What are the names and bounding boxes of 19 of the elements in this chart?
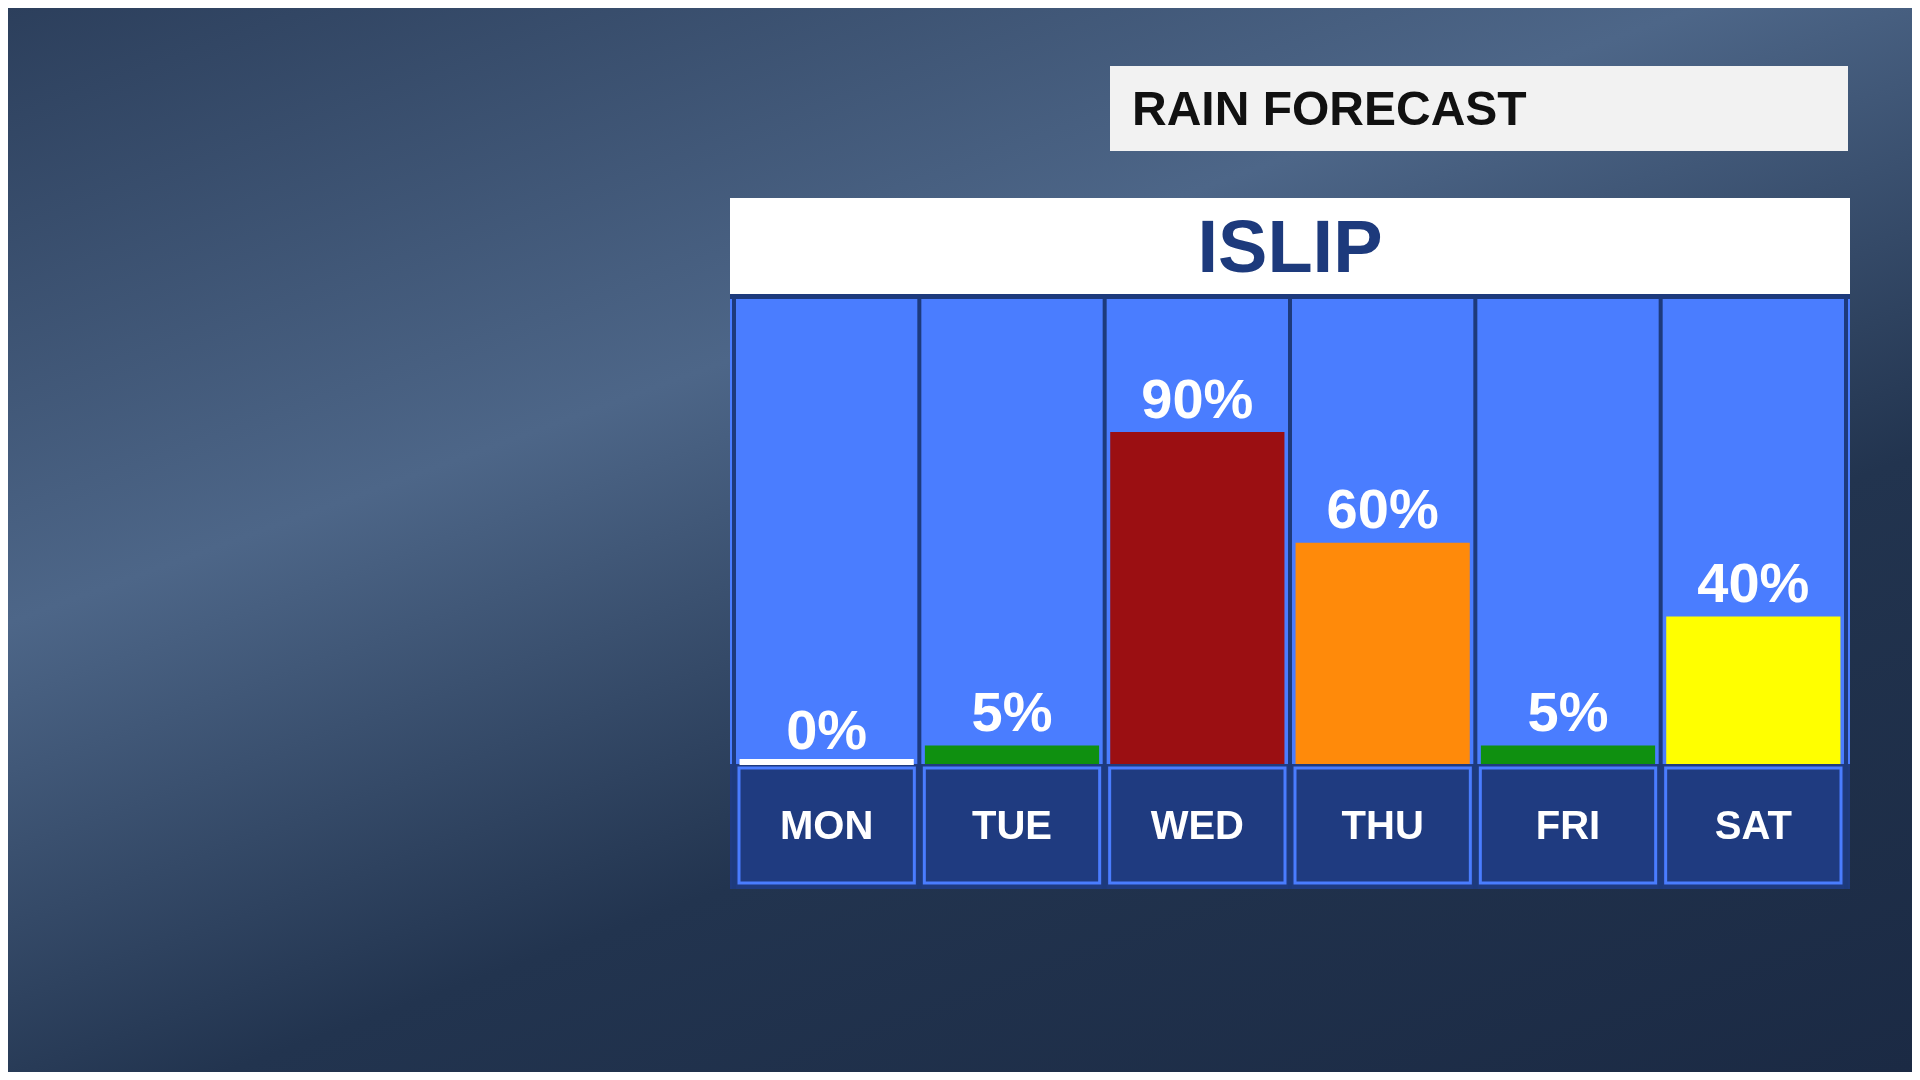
data-label: 90%: [1141, 366, 1254, 430]
bar: [1480, 745, 1656, 764]
bar: [1666, 616, 1841, 764]
x-tick-label: WED: [1150, 803, 1244, 848]
x-tick-label: THU: [1341, 803, 1424, 848]
x-tick-label: FRI: [1535, 803, 1601, 848]
data-label: 60%: [1326, 477, 1439, 541]
data-label: 40%: [1697, 550, 1810, 614]
chart-subtitle: ISLIP: [730, 198, 1850, 299]
x-tick-label: MON: [780, 803, 874, 848]
x-tick-label: SAT: [1714, 803, 1792, 848]
bar: [924, 745, 1100, 764]
chart-title: RAIN FORECAST: [1110, 66, 1848, 151]
data-label: 0%: [786, 698, 868, 762]
data-label: 5%: [1527, 680, 1609, 743]
bar: [1110, 432, 1285, 764]
x-tick-label: TUE: [972, 803, 1052, 848]
bar: [1295, 542, 1470, 764]
data-label: 5%: [971, 680, 1053, 743]
